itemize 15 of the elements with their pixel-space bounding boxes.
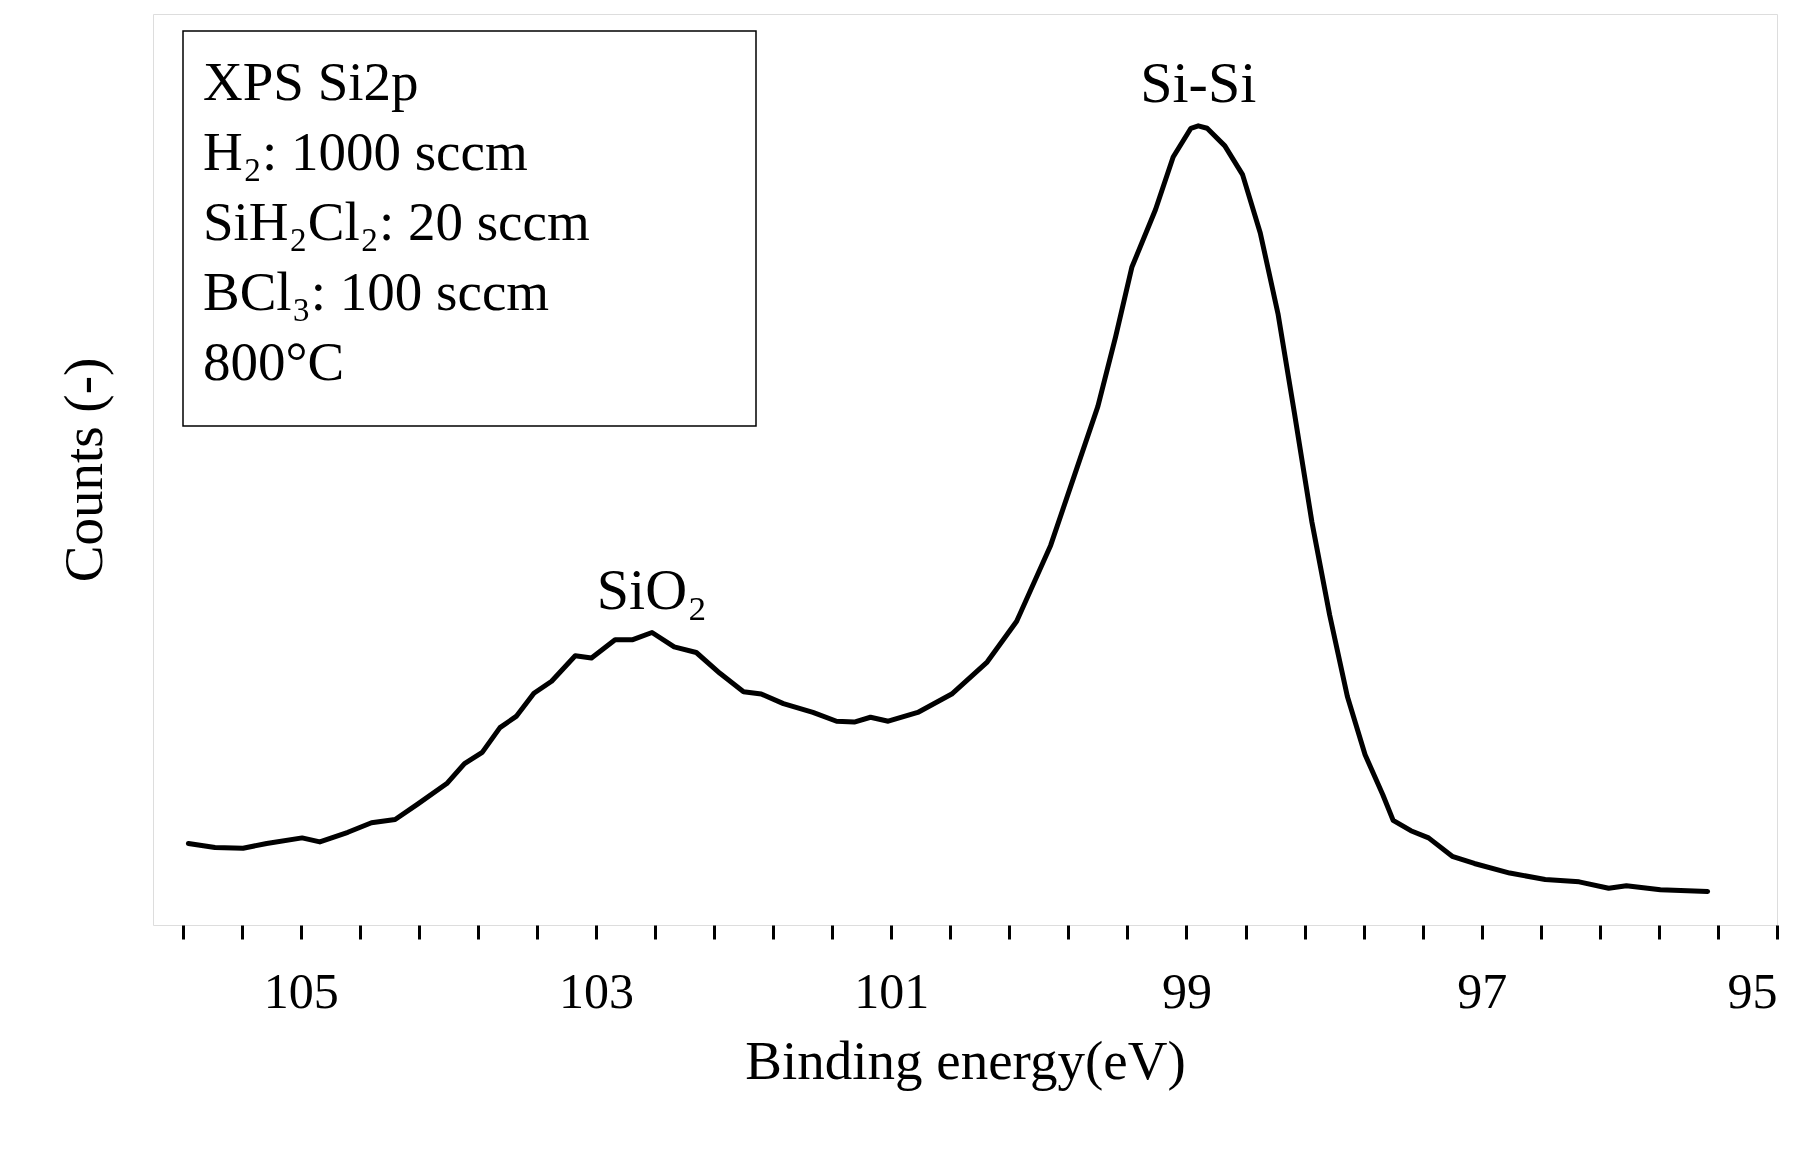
x-tick-label: 95 [1727, 962, 1778, 1019]
y-axis-title: Counts (-) [52, 357, 114, 583]
annotation: BCl₃: 100 sccm [203, 261, 550, 322]
annotation: H₂: 1000 sccm [203, 121, 528, 182]
annotation: Si-Si [1140, 49, 1257, 115]
text: XPS Si2p [203, 51, 419, 112]
annotation: SiO₂ [596, 556, 708, 622]
x-axis-title: Binding energy(eV) [745, 1029, 1186, 1091]
annotation: 800°C [203, 331, 345, 392]
x-tick-label: 103 [558, 962, 634, 1019]
annotation: SiH₂Cl₂: 20 sccm [203, 191, 590, 252]
x-tick-label: 99 [1161, 962, 1212, 1019]
x-tick-label: 105 [263, 962, 339, 1019]
x-tick-label: 101 [854, 962, 930, 1019]
x-tick-label: 97 [1457, 962, 1508, 1019]
